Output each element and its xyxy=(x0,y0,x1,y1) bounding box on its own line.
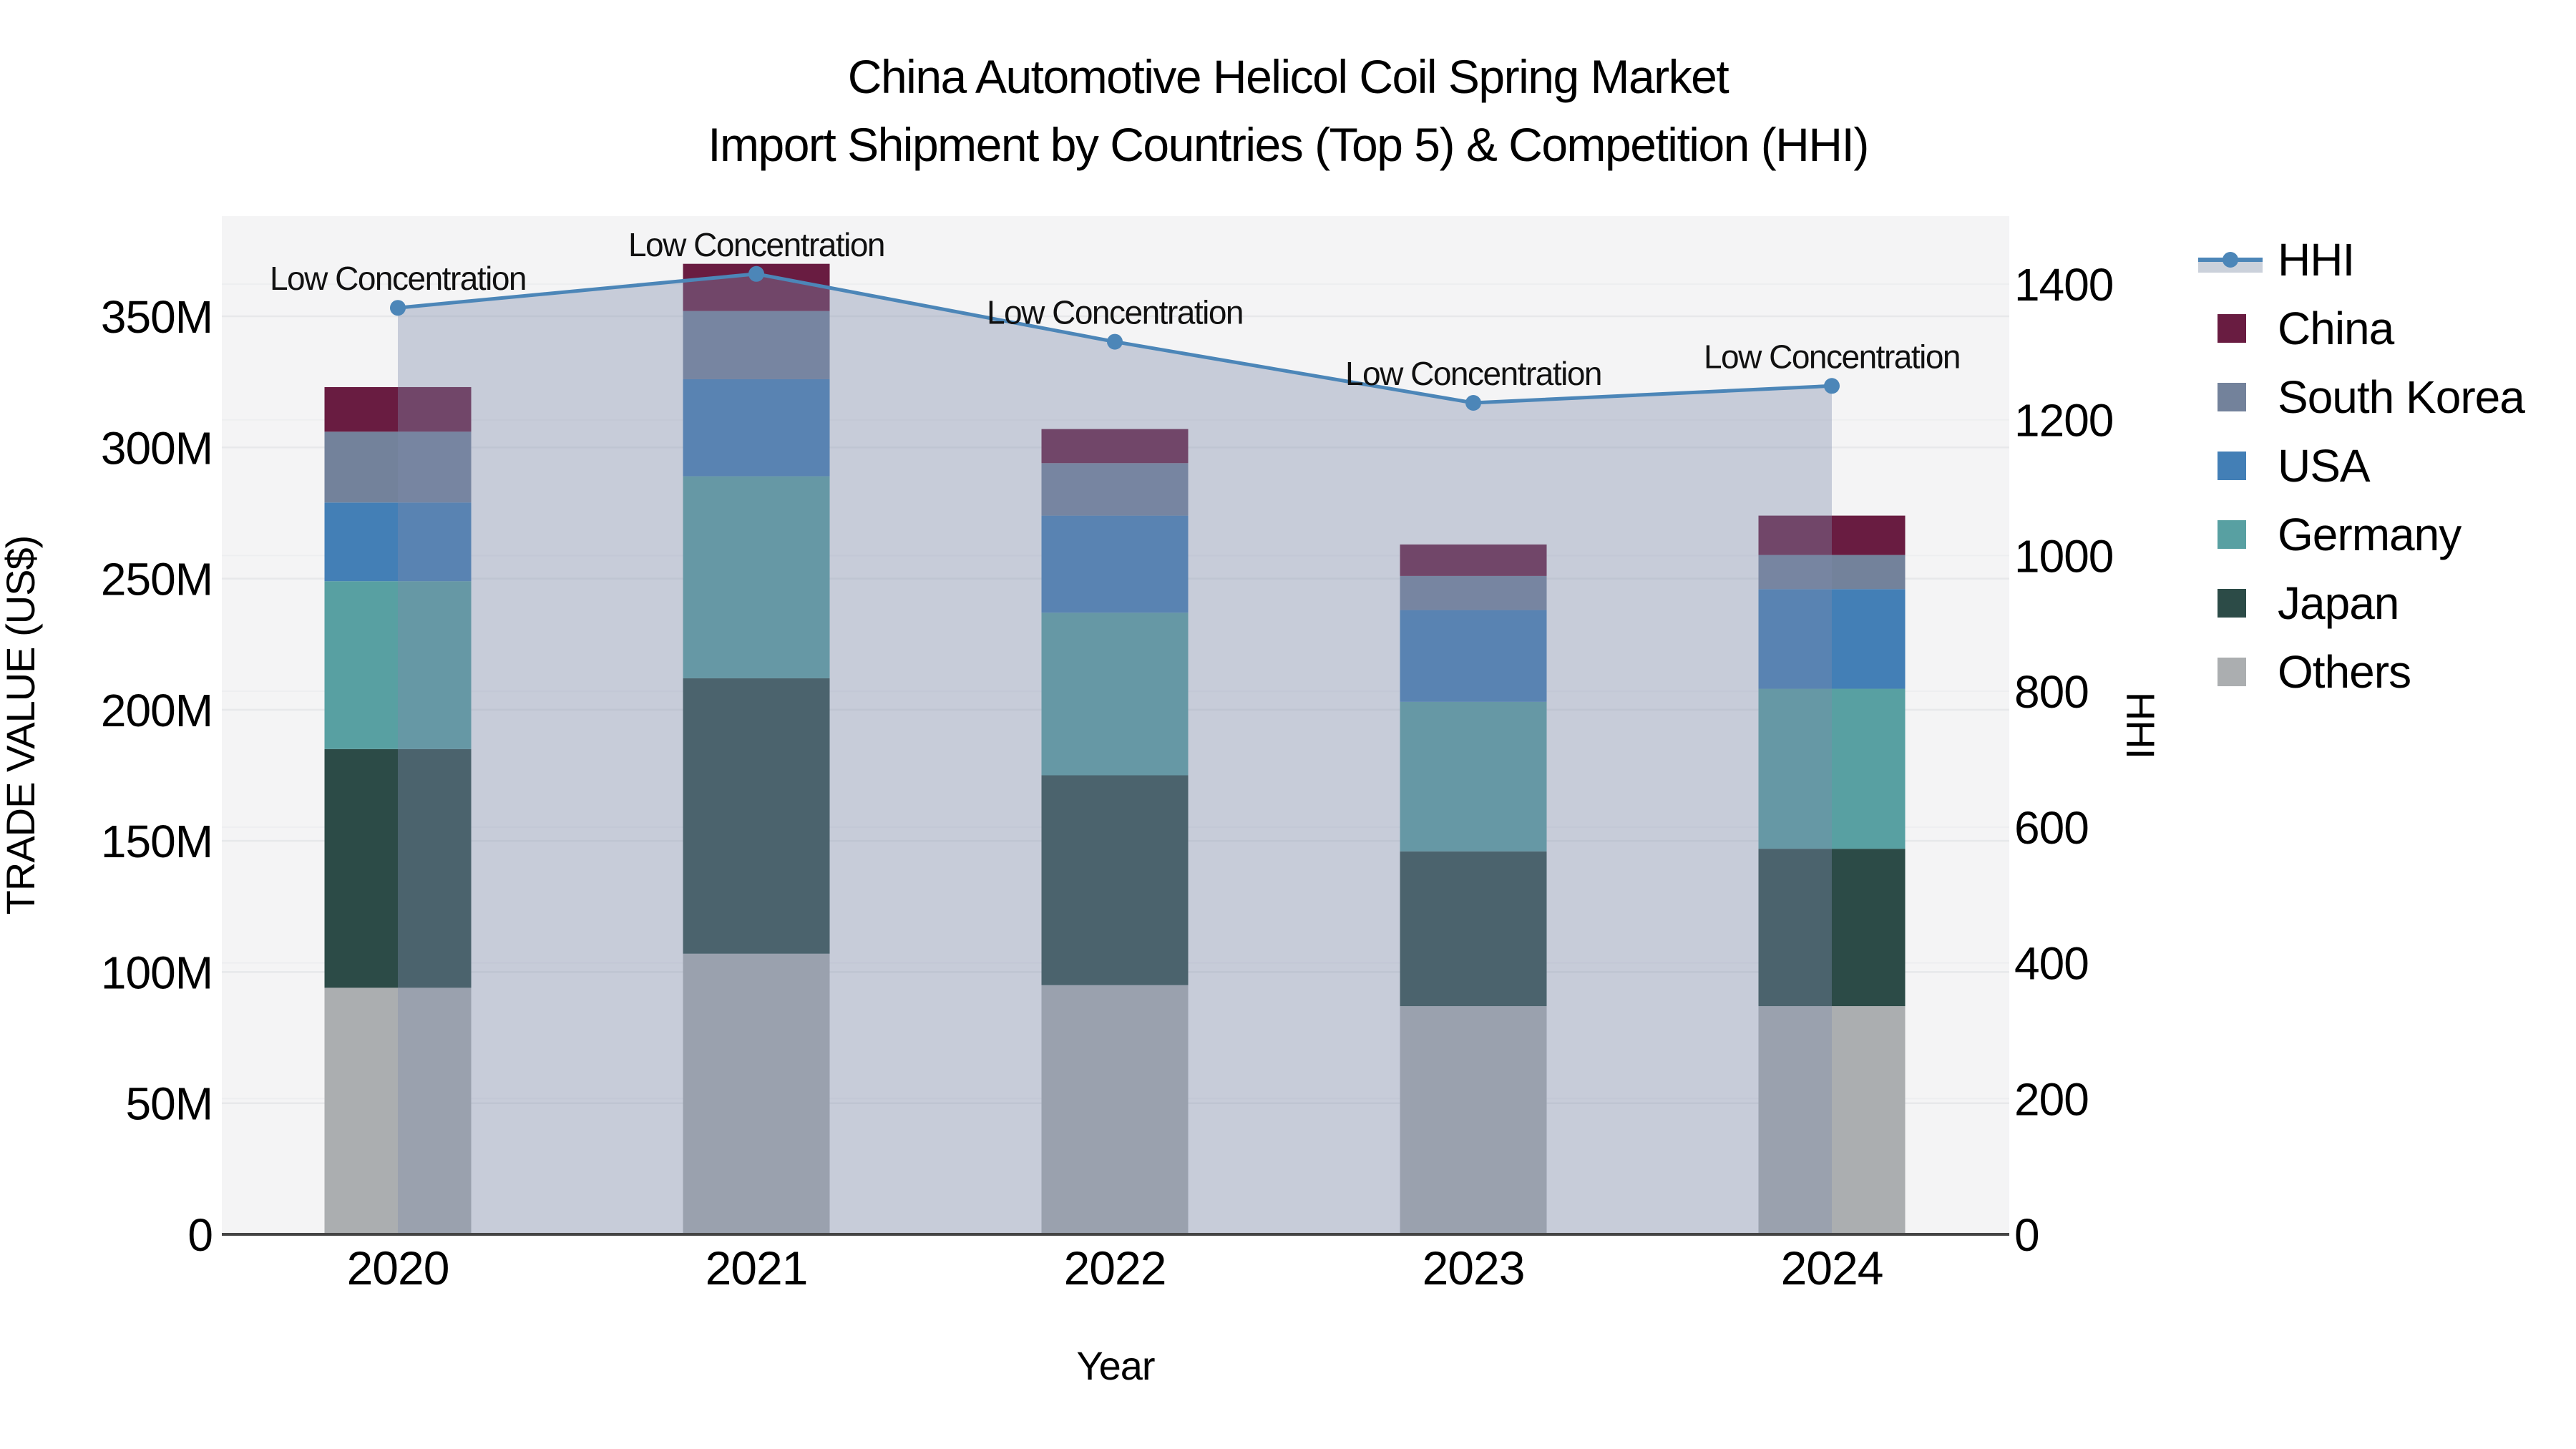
color-square-icon xyxy=(2218,658,2246,686)
hhi-area-fill xyxy=(398,273,1832,1234)
y-right-tick-label: 600 xyxy=(2014,802,2089,854)
bar-segment-usa xyxy=(1758,589,1906,689)
y-right-tick-label: 1200 xyxy=(2014,395,2113,447)
legend-item-germany: Germany xyxy=(2198,500,2524,569)
legend-item-others: Others xyxy=(2198,638,2524,706)
hhi-line-swatch-icon xyxy=(2198,225,2278,294)
bar-segment-usa xyxy=(683,379,830,477)
bar-segment-others xyxy=(683,953,830,1234)
legend-item-china: China xyxy=(2198,294,2524,363)
hhi-line-marker xyxy=(390,300,406,316)
color-square-icon xyxy=(2218,589,2246,618)
bar-segment-japan xyxy=(324,748,472,988)
bar-segment-china xyxy=(1400,544,1547,576)
chart-title: China Automotive Helicol Coil Spring Mar… xyxy=(0,43,2576,179)
legend-label: China xyxy=(2278,303,2394,354)
legend-item-japan: Japan xyxy=(2198,569,2524,638)
annotation-low-concentration: Low Concentration xyxy=(628,226,884,263)
chart-title-line1: China Automotive Helicol Coil Spring Mar… xyxy=(847,50,1729,103)
bar-segment-japan xyxy=(1041,775,1189,985)
bar-segment-china xyxy=(1041,429,1189,464)
y-right-axis-title: HHI xyxy=(2118,692,2163,758)
legend-label: USA xyxy=(2278,440,2371,492)
bar-segment-germany xyxy=(1758,688,1906,849)
bar-segment-germany xyxy=(324,581,472,749)
y-left-tick-label: 250M xyxy=(101,554,213,605)
hhi-marker-dot-icon xyxy=(2223,252,2238,268)
legend-swatch-others xyxy=(2198,638,2278,706)
y-right-tick-label: 1400 xyxy=(2014,259,2113,311)
color-square-icon xyxy=(2218,314,2246,343)
y-right-tick-label: 400 xyxy=(2014,938,2089,990)
y-right-tick-label: 1000 xyxy=(2014,530,2113,582)
legend-label: HHI xyxy=(2278,234,2355,286)
bar-segment-germany xyxy=(1400,701,1547,852)
legend-label: Germany xyxy=(2278,509,2462,560)
y-left-tick-label: 100M xyxy=(101,947,213,998)
y-left-tick-label: 0 xyxy=(187,1209,213,1261)
color-square-icon xyxy=(2218,452,2246,480)
bar-segment-japan xyxy=(683,678,830,954)
y-right-tick-label: 0 xyxy=(2014,1209,2039,1261)
color-square-icon xyxy=(2218,383,2246,411)
y-right-tick-label: 800 xyxy=(2014,666,2089,718)
bar-segment-japan xyxy=(1400,851,1547,1007)
legend-label: South Korea xyxy=(2278,371,2525,423)
hhi-line-marker xyxy=(748,265,764,282)
legend-label: Others xyxy=(2278,646,2411,698)
bar-segment-usa xyxy=(1400,610,1547,702)
bar-segment-usa xyxy=(324,502,472,582)
y-left-tick-label: 200M xyxy=(101,685,213,736)
chart-title-line2: Import Shipment by Countries (Top 5) & C… xyxy=(708,118,1869,171)
bar-segment-south-korea xyxy=(1400,575,1547,610)
x-tick-label: 2021 xyxy=(706,1241,808,1294)
bar-segment-south-korea xyxy=(324,431,472,503)
color-square-icon xyxy=(2218,520,2246,549)
bar-segment-others xyxy=(1400,1006,1547,1234)
y-left-tick-label: 50M xyxy=(126,1078,213,1130)
legend-label: Japan xyxy=(2278,577,2399,629)
bar-segment-usa xyxy=(1041,515,1189,613)
annotation-low-concentration: Low Concentration xyxy=(270,260,526,297)
hhi-line-marker xyxy=(1824,378,1840,394)
annotation-low-concentration: Low Concentration xyxy=(987,294,1243,331)
y-right-tick-label: 200 xyxy=(2014,1073,2089,1125)
legend-item-south-korea: South Korea xyxy=(2198,363,2525,431)
y-left-tick-label: 300M xyxy=(101,422,213,474)
bar-segment-south-korea xyxy=(1758,555,1906,590)
bar-segment-germany xyxy=(1041,613,1189,776)
y-left-tick-label: 350M xyxy=(101,291,213,343)
legend-item-hhi: HHI xyxy=(2198,225,2524,294)
bar-segment-south-korea xyxy=(1041,463,1189,516)
bar-segment-china xyxy=(324,386,472,432)
legend-swatch-japan xyxy=(2198,569,2278,638)
legend-swatch-china xyxy=(2198,294,2278,363)
legend-swatch-usa xyxy=(2198,431,2278,500)
legend-item-usa: USA xyxy=(2198,431,2524,500)
bar-segment-japan xyxy=(1758,849,1906,1007)
annotation-low-concentration: Low Concentration xyxy=(1704,338,1960,375)
x-tick-label: 2020 xyxy=(347,1241,449,1294)
legend: HHI China South Korea USA Germany Japan Others xyxy=(2198,225,2525,706)
x-tick-label: 2024 xyxy=(1781,1241,1883,1294)
x-tick-label: 2023 xyxy=(1423,1241,1525,1294)
y-left-axis-title: TRADE VALUE (US$) xyxy=(0,536,43,915)
legend-swatch-south-korea xyxy=(2198,363,2278,431)
bar-segment-others xyxy=(1041,985,1189,1234)
legend-swatch-germany xyxy=(2198,500,2278,569)
x-tick-label: 2022 xyxy=(1064,1241,1166,1294)
bar-segment-china xyxy=(1758,515,1906,555)
hhi-line-marker xyxy=(1465,395,1481,411)
annotation-low-concentration: Low Concentration xyxy=(1345,355,1601,392)
y-left-tick-label: 150M xyxy=(101,816,213,867)
x-axis-title: Year xyxy=(1076,1343,1155,1388)
bar-segment-others xyxy=(1758,1006,1906,1234)
bar-segment-germany xyxy=(683,476,830,678)
bar-segment-south-korea xyxy=(683,311,830,379)
bar-segment-others xyxy=(324,987,472,1234)
hhi-line-marker xyxy=(1107,333,1123,350)
